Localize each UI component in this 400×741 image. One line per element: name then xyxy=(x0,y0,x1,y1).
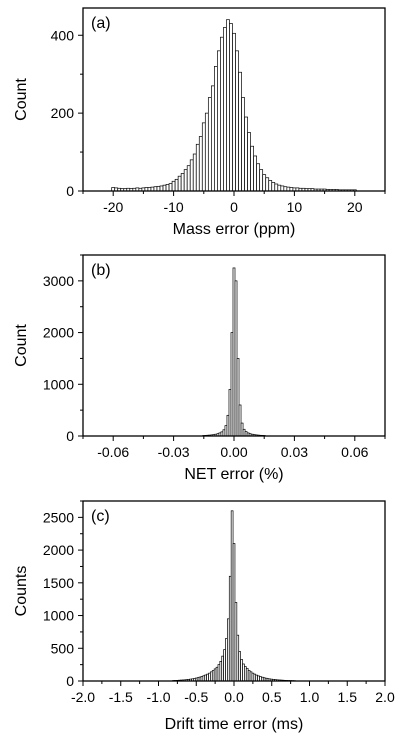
histogram-bars xyxy=(202,267,266,437)
x-tick-label: 0.0 xyxy=(224,689,244,705)
histogram-bars xyxy=(172,510,296,682)
x-tick-label: 0.5 xyxy=(262,689,282,705)
histogram-bar xyxy=(262,174,267,192)
y-tick-label: 2000 xyxy=(43,542,74,558)
x-tick-label: 0.06 xyxy=(341,444,368,460)
histogram-bar xyxy=(195,143,200,192)
x-tick-label: -0.03 xyxy=(158,444,190,460)
histogram-bar xyxy=(274,183,279,192)
x-tick-label: 10 xyxy=(287,199,303,215)
y-tick-label: 2500 xyxy=(43,509,74,525)
histogram-bar xyxy=(201,122,206,192)
histogram-bar xyxy=(265,177,270,192)
y-tick-label: 0 xyxy=(66,183,74,199)
y-tick-label: 500 xyxy=(51,640,75,656)
histogram-bar xyxy=(253,155,258,192)
y-axis-title: Count xyxy=(13,78,30,121)
panel-label: (b) xyxy=(91,262,111,279)
histogram-bar xyxy=(192,153,197,192)
histogram-bar xyxy=(156,185,161,192)
histogram-bar xyxy=(217,50,221,192)
x-tick-label: 0.00 xyxy=(220,444,247,460)
histogram-bar xyxy=(204,112,209,192)
histogram-bar xyxy=(189,159,194,192)
x-axis-title: NET error (%) xyxy=(184,466,283,483)
histogram-bar xyxy=(256,163,261,192)
histogram-bar xyxy=(211,85,215,192)
x-axis-title: Drift time error (ms) xyxy=(165,716,304,733)
x-tick-label: -0.06 xyxy=(97,444,129,460)
y-axis-title: Counts xyxy=(13,566,30,617)
histogram-bar xyxy=(165,184,170,192)
histogram-bar xyxy=(277,184,282,192)
x-tick-label: 1.0 xyxy=(300,689,320,705)
drift-time-error-histogram-panel: -2.0 -1.5 -1.0 -0.5 0.0 0.5 1.0 1.5 2.0 0 500 1000 1… xyxy=(13,500,395,733)
x-tick-label: -0.5 xyxy=(184,689,208,705)
y-axis-title: Count xyxy=(13,324,30,367)
y-tick-label: 0 xyxy=(66,673,74,689)
x-tick-label: 2.0 xyxy=(375,689,395,705)
histogram-bar xyxy=(235,50,239,192)
x-tick-label: -1.5 xyxy=(109,689,133,705)
x-tick-label: 20 xyxy=(347,199,363,215)
x-tick-label: -20 xyxy=(103,199,123,215)
x-tick-label: -10 xyxy=(163,199,183,215)
y-tick-label: 3000 xyxy=(43,273,74,289)
y-tick-label: 0 xyxy=(66,428,74,444)
histogram-bar xyxy=(186,165,191,192)
x-tick-label: 1.5 xyxy=(338,689,358,705)
histogram-bar xyxy=(183,169,188,192)
y-tick-label: 2000 xyxy=(43,325,74,341)
histogram-bar xyxy=(171,180,176,192)
x-tick-label: 0.03 xyxy=(281,444,308,460)
histogram-bar xyxy=(162,184,167,192)
histogram-bar xyxy=(250,145,254,192)
net-error-histogram-panel: -0.06 -0.03 0.00 0.03 0.06 0 1000 2000 3000 (b) NE… xyxy=(13,254,386,483)
y-tick-label: 1500 xyxy=(43,575,74,591)
histogram-bar xyxy=(198,136,203,192)
histogram-bar xyxy=(280,185,285,192)
histogram-bar xyxy=(223,27,227,192)
x-tick-label: 0 xyxy=(230,199,238,215)
y-tick-label: 1000 xyxy=(43,608,74,624)
histogram-bar xyxy=(207,97,212,192)
y-tick-label: 400 xyxy=(51,27,75,43)
x-tick-label: -2.0 xyxy=(71,689,95,705)
histogram-bar xyxy=(247,132,251,192)
histogram-bar xyxy=(259,169,264,192)
histogram-bar xyxy=(232,32,236,192)
histogram-bar xyxy=(229,23,233,192)
histogram-bars xyxy=(111,19,357,192)
histogram-bar xyxy=(244,116,248,192)
y-tick-label: 200 xyxy=(51,105,75,121)
histogram-bar xyxy=(268,180,273,192)
histogram-bar xyxy=(174,178,179,192)
panel-label: (a) xyxy=(91,15,111,32)
histogram-bar xyxy=(177,175,182,192)
histogram-bar xyxy=(238,71,242,192)
x-tick-label: -1.0 xyxy=(146,689,170,705)
histogram-bar xyxy=(159,185,164,192)
y-tick-label: 1000 xyxy=(43,376,74,392)
histogram-bar xyxy=(180,173,185,192)
histogram-bar xyxy=(271,182,276,192)
histogram-bar xyxy=(214,66,218,192)
histogram-bar xyxy=(168,183,173,192)
histogram-bar xyxy=(241,97,245,192)
histogram-bar xyxy=(226,19,230,192)
x-axis-title: Mass error (ppm) xyxy=(173,221,296,238)
panel-label: (c) xyxy=(91,508,110,525)
histogram-bar xyxy=(220,36,224,192)
